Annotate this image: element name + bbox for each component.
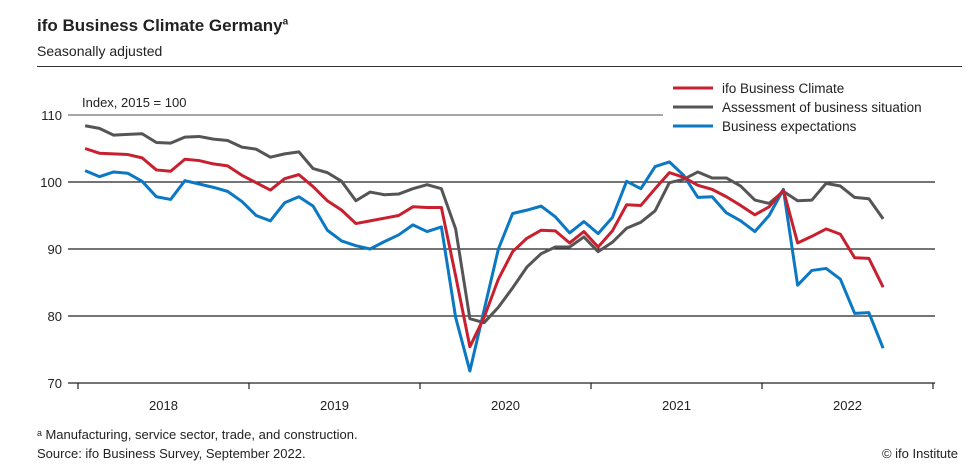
x-tick-label: 2021 [662,398,691,413]
legend-item: Business expectations [673,119,857,134]
y-tick-label: 100 [40,175,62,190]
legend-item: Assessment of business situation [673,100,922,115]
x-tick-label: 2022 [833,398,862,413]
source-note: Source: ifo Business Survey, September 2… [37,446,306,461]
title-footnote-mark: a [282,16,289,28]
footnote: ᵃ Manufacturing, service sector, trade, … [37,427,358,442]
x-tick-label: 2018 [149,398,178,413]
y-tick-label: 80 [48,309,62,324]
legend-item: ifo Business Climate [673,81,844,96]
header-rule [37,66,962,67]
series-business-expectations [84,160,885,373]
legend-label: ifo Business Climate [722,81,844,96]
x-tick-label: 2019 [320,398,349,413]
credit: © ifo Institute [881,446,958,461]
x-tick-label: 2020 [491,398,520,413]
series-assessment-of-business-situation [84,124,885,325]
series-line [84,124,885,325]
y-tick-label: 90 [48,242,62,257]
y-tick-label: 70 [48,376,62,391]
series-line [84,160,885,373]
index-note: Index, 2015 = 100 [82,95,186,110]
y-tick-label: 110 [41,108,62,123]
series-ifo-business-climate [84,147,885,349]
legend-label: Business expectations [722,119,857,134]
series-line [84,147,885,349]
legend-label: Assessment of business situation [722,100,922,115]
chart-title: ifo Business Climate Germanya [37,16,288,36]
title-text: ifo Business Climate Germany [37,16,283,35]
chart-subtitle: Seasonally adjusted [37,43,163,59]
